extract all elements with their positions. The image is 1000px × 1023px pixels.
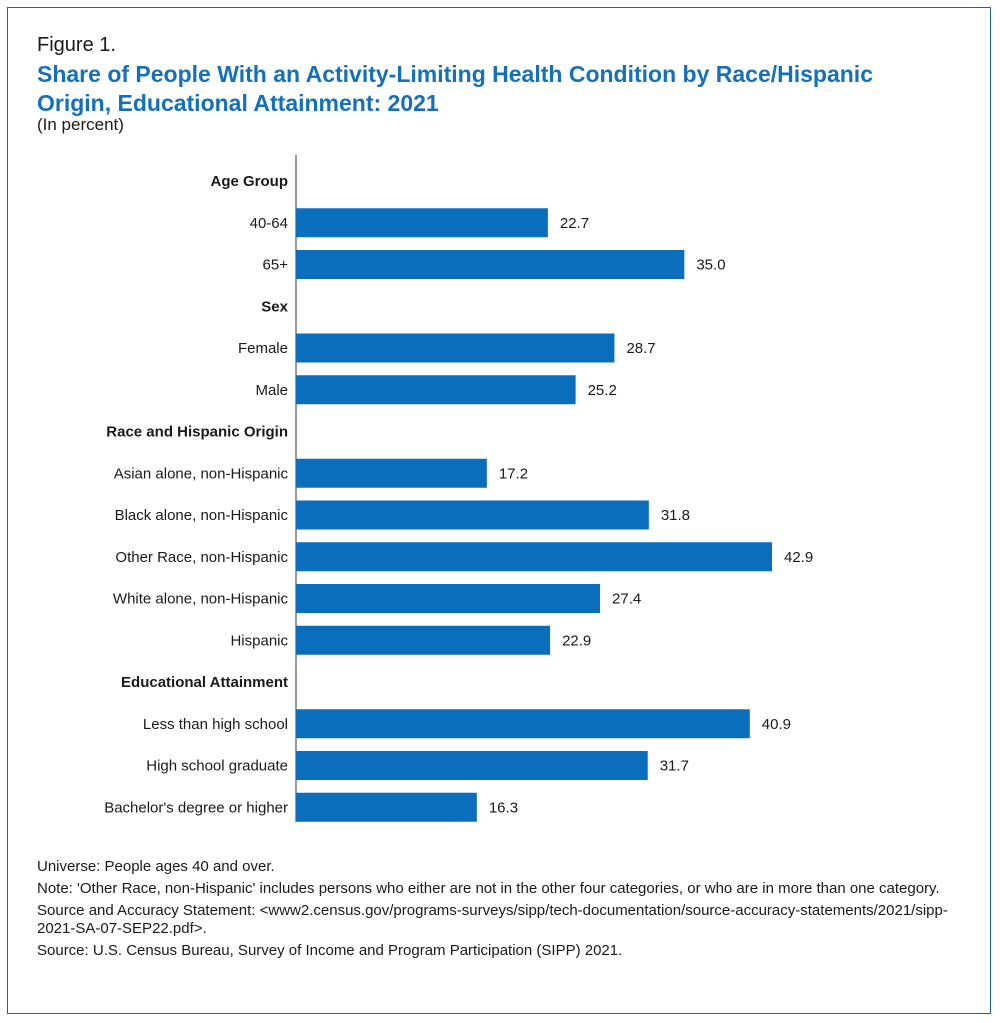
value-label: 40.9 [762, 716, 791, 733]
chart-title: Share of People With an Activity-Limitin… [37, 61, 873, 116]
bar [296, 751, 648, 780]
category-label: White alone, non-Hispanic [113, 591, 289, 608]
notes: Universe: People ages 40 and over. Note:… [37, 858, 967, 964]
bar [296, 375, 576, 405]
category-label: Bachelor's degree or higher [104, 799, 288, 816]
value-label: 25.2 [588, 382, 617, 399]
category-label: Asian alone, non-Hispanic [114, 465, 289, 482]
category-label: Hispanic [230, 632, 288, 649]
category-label: High school graduate [146, 758, 288, 775]
category-label: Other Race, non-Hispanic [115, 549, 288, 566]
value-label: 35.0 [696, 257, 725, 274]
bar [296, 792, 477, 822]
value-label: 17.2 [499, 465, 528, 482]
value-label: 27.4 [612, 591, 641, 608]
group-label: Race and Hispanic Origin [106, 424, 288, 441]
figure-frame [7, 7, 991, 1014]
bar [296, 709, 750, 739]
group-label: Age Group [211, 173, 289, 190]
bar-chart: Age Group 40-64 22.7 65+ 35.0 Sex Female 28.7 Ma… [104, 155, 813, 822]
figure-label: Figure 1. [37, 34, 116, 56]
category-label: Male [255, 382, 288, 399]
universe-note: Universe: People ages 40 and over. [37, 858, 275, 875]
category-label: Less than high school [143, 716, 288, 733]
category-label: Black alone, non-Hispanic [115, 507, 289, 524]
bar [296, 584, 601, 613]
bar [296, 250, 685, 279]
chart-subtitle: (In percent) [37, 115, 124, 134]
group-label: Sex [261, 298, 288, 315]
category-label: 40-64 [250, 215, 288, 232]
value-label: 22.7 [560, 215, 589, 232]
bar [296, 625, 551, 655]
value-label: 28.7 [626, 340, 655, 357]
source-note: Source: U.S. Census Bureau, Survey of In… [37, 942, 623, 959]
bar [296, 333, 615, 363]
bar [296, 458, 487, 488]
value-label: 31.7 [660, 758, 689, 775]
accuracy-note: Source and Accuracy Statement: <www2.cen… [37, 902, 948, 937]
definition-note: Note: 'Other Race, non-Hispanic' include… [37, 880, 940, 897]
value-label: 22.9 [562, 632, 591, 649]
bar [296, 208, 548, 238]
value-label: 42.9 [784, 549, 813, 566]
category-label: Female [238, 340, 288, 357]
group-label: Educational Attainment [121, 674, 288, 691]
bar [296, 542, 772, 572]
category-label: 65+ [263, 257, 289, 274]
value-label: 31.8 [661, 507, 690, 524]
value-label: 16.3 [489, 799, 518, 816]
bar [296, 500, 649, 530]
